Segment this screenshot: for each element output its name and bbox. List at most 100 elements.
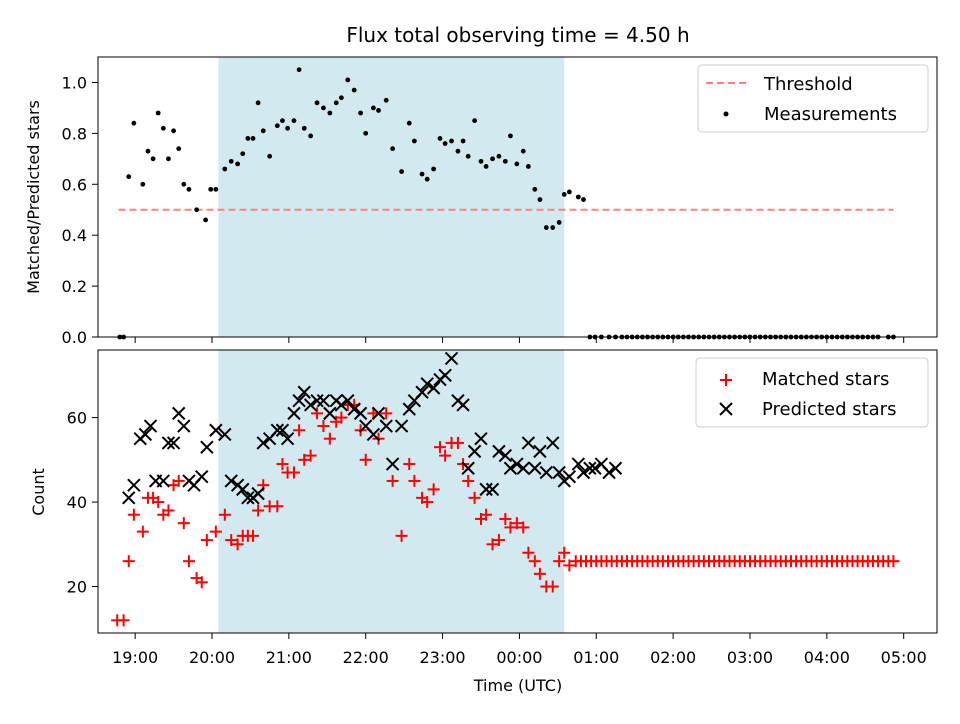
measurement-point xyxy=(508,133,513,139)
y-tick-label: 0.0 xyxy=(62,328,87,347)
measurement-point xyxy=(514,161,520,167)
measurement-point xyxy=(383,97,389,103)
legend-matched-label: Matched stars xyxy=(762,369,889,390)
measurement-point xyxy=(449,138,454,144)
measurement-point xyxy=(176,146,182,152)
predicted-star-point xyxy=(583,461,597,475)
predicted-star-point xyxy=(510,457,524,471)
measurement-point xyxy=(406,120,412,126)
measurement-point xyxy=(460,138,466,144)
measurement-point xyxy=(333,100,339,106)
predicted-star-point xyxy=(438,368,452,383)
matched-star-point xyxy=(553,555,566,568)
matched-star-point xyxy=(427,483,440,496)
measurement-point xyxy=(465,153,471,159)
measurement-point xyxy=(245,136,251,141)
measurement-point xyxy=(496,153,502,159)
bottom-y-axis-label: Count xyxy=(29,468,48,516)
predicted-star-point xyxy=(456,398,470,412)
predicted-star-point xyxy=(297,385,311,399)
matched-star-point xyxy=(225,534,238,547)
measurement-point xyxy=(150,156,156,162)
measurement-point xyxy=(213,186,219,192)
matched-star-point xyxy=(403,458,416,471)
measurement-point xyxy=(472,118,477,124)
measurement-point xyxy=(338,95,344,101)
observing-span-rect xyxy=(218,57,565,337)
top-legend: Threshold Measurements xyxy=(697,64,929,133)
predicted-star-point xyxy=(602,465,616,480)
legend-predicted-label: Predicted stars xyxy=(762,399,896,420)
legend-measurements-swatch xyxy=(723,111,729,117)
predicted-star-point xyxy=(546,436,560,450)
matched-star-point xyxy=(887,555,900,568)
top-panel: 0.0 0.2 0.4 0.6 0.8 1.0 Matched/Predicted sta… xyxy=(24,56,938,347)
predicted-star-point xyxy=(562,470,577,484)
predicted-star-point xyxy=(461,461,475,475)
matched-star-point xyxy=(451,436,464,449)
measurement-point xyxy=(442,141,448,146)
predicted-star-point xyxy=(379,419,393,433)
matched-star-point xyxy=(558,546,571,559)
matched-star-point xyxy=(122,555,135,568)
x-tick-label: 03:00 xyxy=(727,648,773,667)
matched-star-point xyxy=(421,496,434,509)
measurement-point xyxy=(566,189,572,195)
predicted-star-point xyxy=(275,423,290,437)
predicted-star-point xyxy=(539,465,554,480)
matched-star-point xyxy=(434,441,447,454)
measurement-point xyxy=(235,161,241,167)
x-axis-label: Time (UTC) xyxy=(473,676,562,695)
x-tick-label: 05:00 xyxy=(881,648,927,667)
matched-star-point xyxy=(533,567,546,580)
y-tick-label: 0.8 xyxy=(62,124,87,143)
matched-star-point xyxy=(408,474,421,487)
measurement-point xyxy=(126,174,132,180)
predicted-star-point xyxy=(588,461,602,475)
measurement-point xyxy=(267,153,273,159)
y-tick-label: 0.6 xyxy=(62,175,87,194)
matched-star-point xyxy=(323,432,336,445)
predicted-star-point xyxy=(341,393,355,408)
matched-star-point xyxy=(380,407,393,420)
predicted-star-point xyxy=(521,436,536,450)
legend-threshold-label: Threshold xyxy=(763,74,853,95)
measurement-point xyxy=(376,108,381,113)
matched-star-point xyxy=(276,458,289,471)
y-tick-label: 60 xyxy=(67,409,87,428)
predicted-star-point xyxy=(161,436,176,450)
predicted-star-point xyxy=(287,406,301,421)
bottom-axes-frame xyxy=(97,349,938,634)
matched-star-point xyxy=(246,529,259,542)
y-tick-label: 0.2 xyxy=(62,277,87,296)
matched-star-point xyxy=(182,555,195,568)
measurement-point xyxy=(155,110,161,116)
x-tick-label: 22:00 xyxy=(343,648,389,667)
predicted-star-point xyxy=(122,491,136,505)
matched-star-point xyxy=(492,534,505,547)
predicted-star-point xyxy=(516,461,530,475)
measurement-point xyxy=(478,158,484,164)
matched-star-point xyxy=(480,508,493,521)
predicted-star-point xyxy=(177,419,191,433)
matched-star-point xyxy=(209,525,222,538)
matched-star-point xyxy=(510,517,523,530)
predicted-star-point xyxy=(251,486,265,501)
predicted-star-point xyxy=(385,457,400,471)
y-tick-label: 1.0 xyxy=(62,73,87,92)
predicted-star-point xyxy=(292,393,306,408)
predicted-star-point xyxy=(552,465,566,480)
measurement-point xyxy=(140,181,146,187)
measurement-point xyxy=(532,186,538,192)
bottom-panel: 20 40 60 19:00 20:00 21:00 22:00 23:00 00:00 01:… xyxy=(29,349,938,695)
predicted-star-point xyxy=(394,419,409,433)
predicted-star-point xyxy=(270,423,285,437)
measurement-point xyxy=(520,148,526,154)
measurement-point xyxy=(160,125,166,131)
predicted-star-point xyxy=(280,431,295,446)
matched-star-point xyxy=(504,521,517,534)
top-observing-span xyxy=(218,57,565,337)
legend-predicted-swatch xyxy=(719,402,733,416)
